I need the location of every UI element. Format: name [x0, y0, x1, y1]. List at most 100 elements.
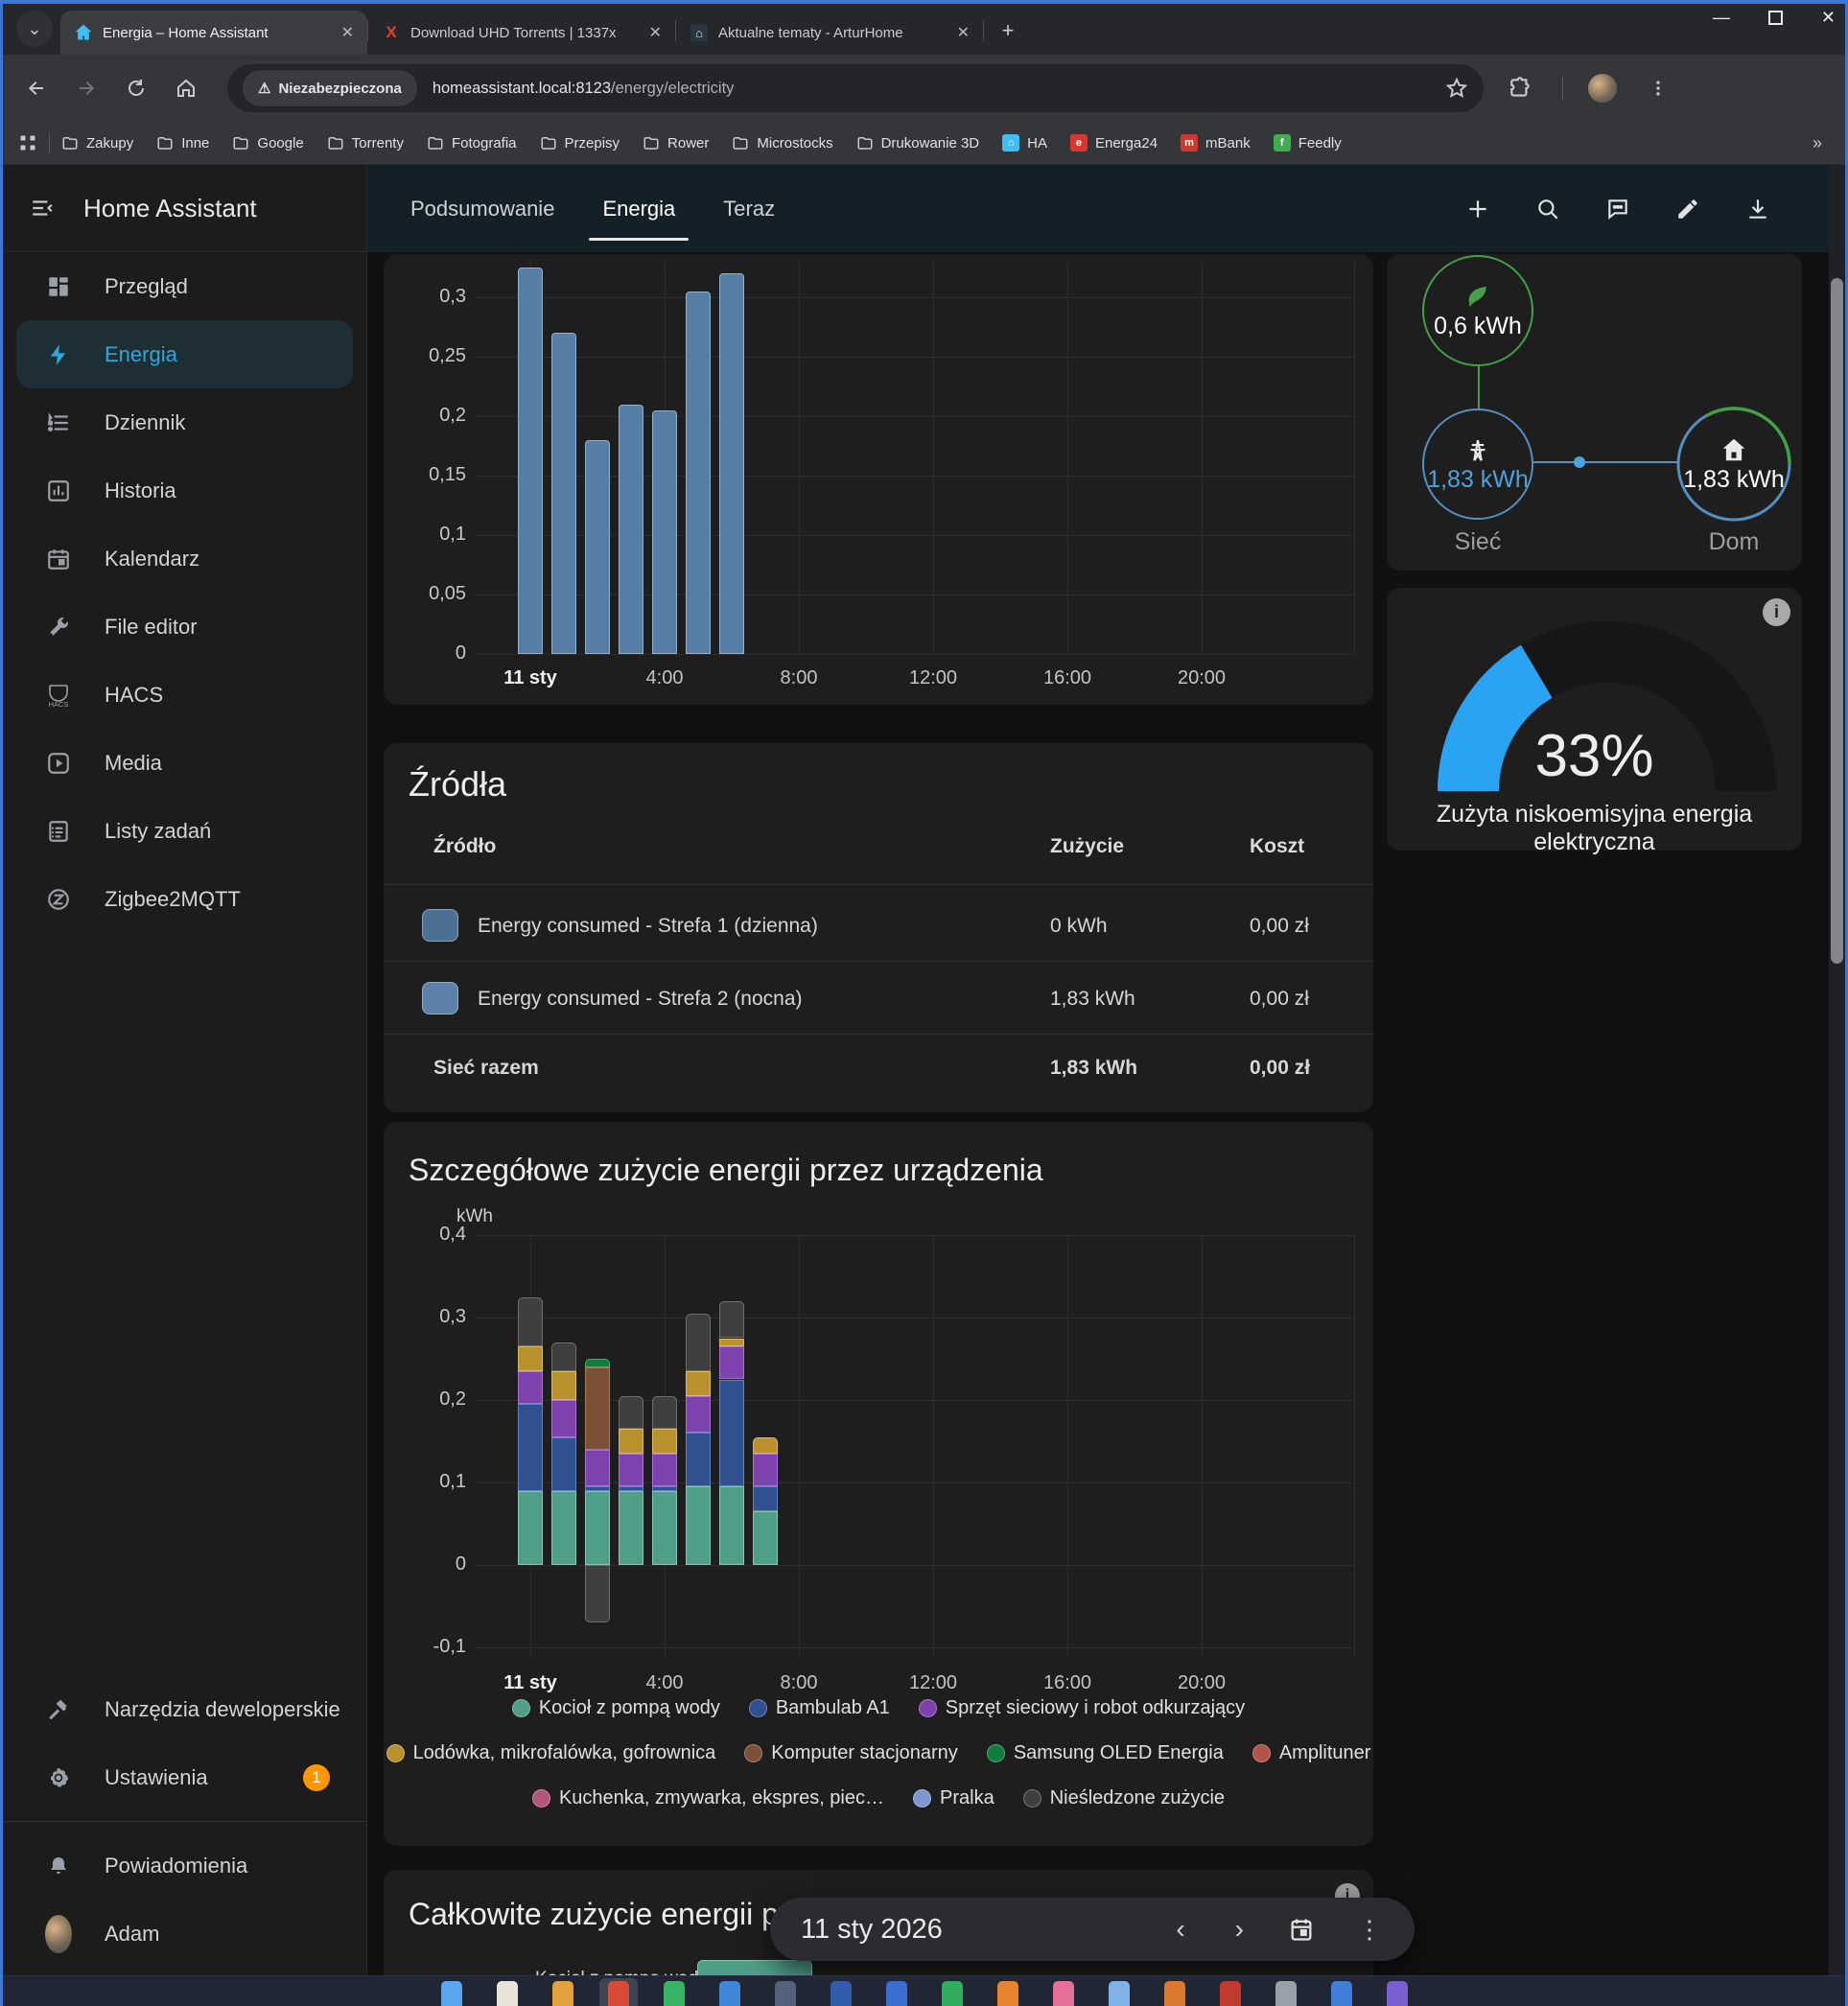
- sidebar-item-user[interactable]: Adam: [16, 1900, 353, 1968]
- low-carbon-node[interactable]: 0,6 kWh: [1422, 255, 1533, 366]
- ha-view-tab[interactable]: Teraz: [723, 165, 775, 252]
- device-bar-segment[interactable]: [719, 1346, 744, 1379]
- home-icon[interactable]: [170, 72, 202, 105]
- device-bar-segment[interactable]: [518, 1297, 543, 1347]
- maximize-button[interactable]: [1768, 11, 1783, 25]
- calendar-picker-icon[interactable]: [1288, 1916, 1315, 1943]
- profile-avatar[interactable]: [1588, 74, 1617, 103]
- legend-item[interactable]: Nieśledzone zużycie: [1023, 1787, 1225, 1809]
- device-bar-segment[interactable]: [619, 1486, 643, 1490]
- bookmark-item[interactable]: Zakupy: [61, 134, 133, 152]
- grid-bar[interactable]: [518, 268, 543, 654]
- reload-icon[interactable]: [120, 72, 152, 105]
- taskbar-app[interactable]: [830, 1981, 852, 2006]
- assist-chat-icon[interactable]: [1605, 197, 1630, 222]
- grid-bar[interactable]: [686, 292, 711, 654]
- page-scrollbar[interactable]: [1829, 165, 1845, 1975]
- bookmark-item[interactable]: e Energa24: [1070, 134, 1158, 152]
- taskbar-app[interactable]: [1387, 1981, 1408, 2006]
- security-chip[interactable]: ⚠ Niezabezpieczona: [243, 70, 417, 106]
- device-bar-segment[interactable]: [719, 1486, 744, 1565]
- device-bar-segment[interactable]: [518, 1371, 543, 1404]
- device-bar-segment[interactable]: [585, 1359, 610, 1367]
- device-bar-segment[interactable]: [686, 1314, 711, 1371]
- taskbar-app[interactable]: [1164, 1981, 1185, 2006]
- sidebar-item[interactable]: Ustawienia 1: [16, 1743, 353, 1811]
- tab-close-icon[interactable]: ✕: [957, 23, 970, 42]
- minimize-button[interactable]: —: [1713, 8, 1730, 28]
- bookmark-item[interactable]: ⌂ HA: [1002, 134, 1047, 152]
- tab-close-icon[interactable]: ✕: [341, 23, 354, 42]
- browser-tab[interactable]: ⌂ Aktualne tematy - ArturHome ✕: [676, 11, 983, 55]
- legend-item[interactable]: Amplituner: [1252, 1742, 1371, 1764]
- device-bar-segment[interactable]: [619, 1429, 643, 1454]
- sidebar-item[interactable]: Energia: [16, 320, 353, 388]
- taskbar-app[interactable]: [719, 1981, 740, 2006]
- bookmark-item[interactable]: Torrenty: [327, 134, 404, 152]
- taskbar-app[interactable]: [664, 1981, 685, 2006]
- grid-bar[interactable]: [619, 405, 643, 654]
- taskbar-app[interactable]: [552, 1981, 573, 2006]
- device-bar-segment[interactable]: [753, 1511, 778, 1565]
- device-bar-segment[interactable]: [652, 1396, 677, 1429]
- apps-grid-icon[interactable]: [18, 133, 37, 152]
- sidebar-item[interactable]: Zigbee2MQTT: [16, 865, 353, 933]
- source-name[interactable]: Energy consumed - Strefa 2 (nocna): [478, 988, 803, 1011]
- sidebar-toggle-icon[interactable]: [30, 196, 55, 221]
- legend-item[interactable]: Komputer stacjonarny: [744, 1742, 958, 1764]
- device-bar-segment[interactable]: [518, 1346, 543, 1371]
- legend-item[interactable]: Kuchenka, zmywarka, ekspres, piec…: [532, 1787, 884, 1809]
- sidebar-item[interactable]: Przegląd: [16, 252, 353, 320]
- device-bar-segment[interactable]: [719, 1380, 744, 1487]
- taskbar-app[interactable]: [942, 1981, 963, 2006]
- forward-icon[interactable]: [70, 72, 103, 105]
- bookmark-item[interactable]: f Feedly: [1274, 134, 1342, 152]
- browser-tab[interactable]: Energia – Home Assistant ✕: [60, 11, 367, 55]
- bookmark-item[interactable]: Drukowanie 3D: [856, 134, 980, 152]
- grid-node[interactable]: 1,83 kWh: [1422, 408, 1533, 520]
- legend-item[interactable]: Lodówka, mikrofalówka, gofrownica: [386, 1742, 716, 1764]
- bookmark-item[interactable]: m mBank: [1181, 134, 1251, 152]
- download-icon[interactable]: [1745, 197, 1770, 222]
- device-bar-segment[interactable]: [619, 1396, 643, 1429]
- prev-date-chevron[interactable]: ‹: [1176, 1914, 1184, 1945]
- device-bar-segment[interactable]: [619, 1491, 643, 1565]
- device-bar-segment[interactable]: [753, 1454, 778, 1486]
- taskbar-app[interactable]: [497, 1981, 518, 2006]
- device-bar-segment[interactable]: [753, 1437, 778, 1454]
- edit-icon[interactable]: [1675, 197, 1700, 222]
- tab-close-icon[interactable]: ✕: [649, 23, 662, 42]
- bookmarks-overflow-chevron[interactable]: »: [1813, 133, 1822, 153]
- device-bar-segment[interactable]: [686, 1486, 711, 1565]
- source-name[interactable]: Energy consumed - Strefa 1 (dzienna): [478, 915, 818, 938]
- device-bar-segment[interactable]: [551, 1400, 576, 1437]
- sidebar-item[interactable]: Narzędzia deweloperskie: [16, 1675, 353, 1743]
- device-bar-segment[interactable]: [686, 1396, 711, 1434]
- legend-item[interactable]: Kocioł z pompą wody: [512, 1697, 720, 1719]
- grid-bar[interactable]: [585, 440, 610, 654]
- bookmark-item[interactable]: Microstocks: [732, 134, 832, 152]
- new-tab-button[interactable]: +: [994, 16, 1022, 45]
- device-bar-segment[interactable]: [518, 1404, 543, 1490]
- bookmark-star-icon[interactable]: [1445, 77, 1468, 100]
- legend-item[interactable]: Sprzęt sieciowy i robot odkurzający: [919, 1697, 1245, 1719]
- grid-bar[interactable]: [719, 273, 744, 654]
- taskbar-app[interactable]: [1053, 1981, 1074, 2006]
- device-bar-segment[interactable]: [551, 1491, 576, 1565]
- device-bar-segment[interactable]: [652, 1486, 677, 1490]
- sidebar-item[interactable]: Media: [16, 729, 353, 797]
- browser-tab[interactable]: X Download UHD Torrents | 1337x ✕: [368, 11, 675, 55]
- sidebar-item[interactable]: Dziennik: [16, 388, 353, 456]
- search-icon[interactable]: [1535, 197, 1560, 222]
- device-bar-segment[interactable]: [652, 1429, 677, 1454]
- device-bar-segment[interactable]: [585, 1450, 610, 1487]
- taskbar-app[interactable]: [997, 1981, 1018, 2006]
- sidebar-item[interactable]: Kalendarz: [16, 525, 353, 593]
- device-bar-segment[interactable]: [518, 1491, 543, 1565]
- device-bar-segment[interactable]: [719, 1339, 744, 1347]
- device-bar-segment[interactable]: [585, 1486, 610, 1490]
- sidebar-item[interactable]: Listy zadań: [16, 797, 353, 865]
- sidebar-item[interactable]: File editor: [16, 593, 353, 661]
- ha-view-tab[interactable]: Energia: [602, 165, 675, 252]
- bookmark-item[interactable]: Rower: [643, 134, 709, 152]
